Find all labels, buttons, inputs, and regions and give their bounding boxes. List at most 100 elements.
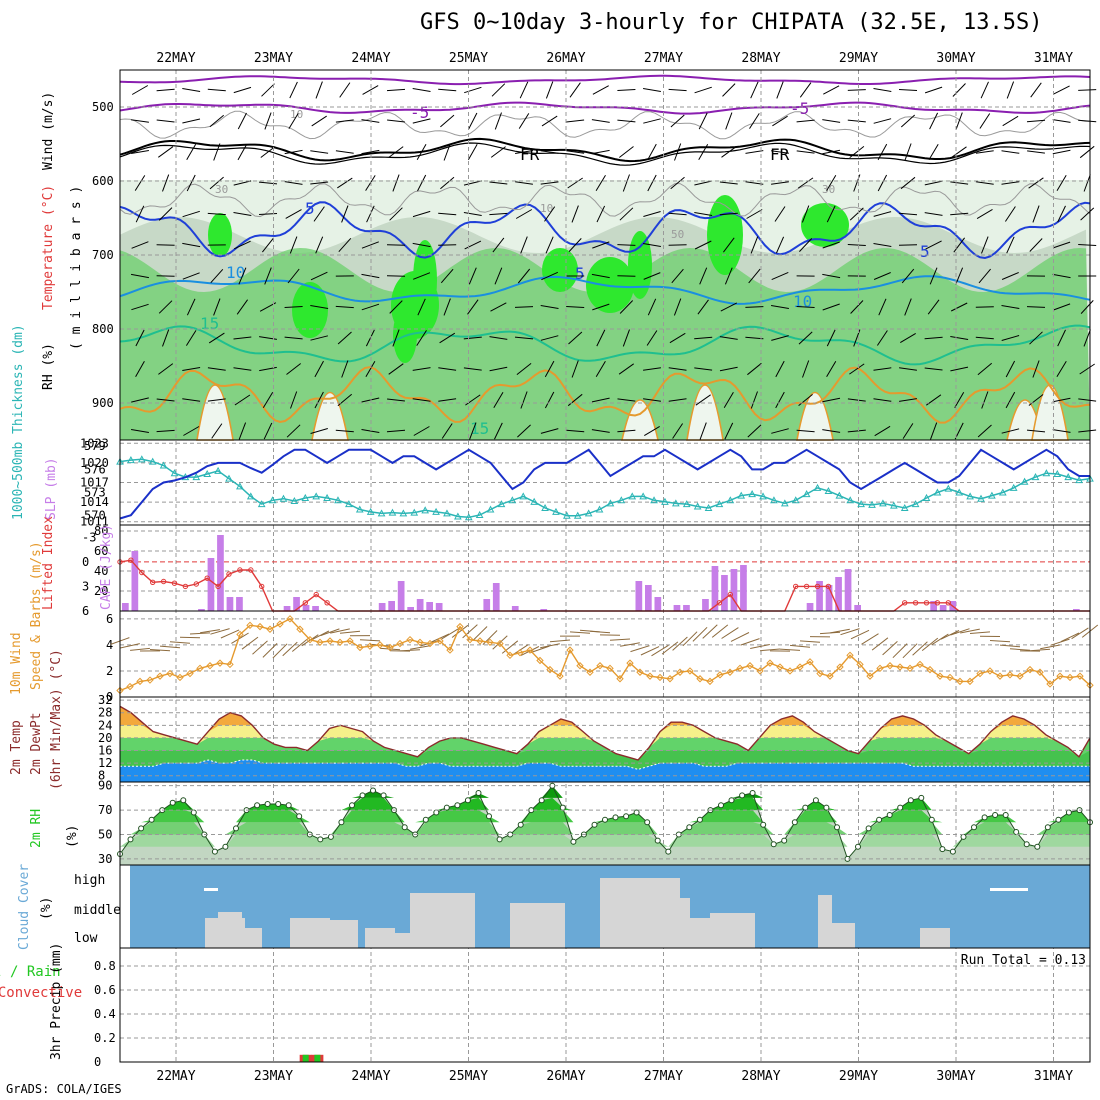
wind-barb-10m [789, 644, 811, 648]
cloud-low-block [232, 928, 262, 948]
rh-point [739, 792, 746, 799]
wind-barb [725, 112, 733, 130]
wind-barb [490, 302, 507, 312]
wind-barb [182, 242, 201, 248]
rh-point [211, 848, 218, 855]
wind-speed-point [616, 675, 624, 683]
wind-speed-point [426, 639, 434, 648]
wind-barb-10m [630, 645, 650, 653]
ylabel-rh2m-unit: (%) [65, 825, 80, 848]
wind-barb [924, 336, 943, 340]
wind-barb [540, 428, 559, 434]
cape-bar [435, 603, 443, 611]
wind-barb-10m [540, 643, 560, 649]
wind-speed-point [296, 625, 304, 633]
thickness-point [704, 503, 713, 511]
wind-barb [847, 244, 866, 246]
thickness-point [889, 501, 898, 509]
wind-barb [826, 329, 836, 347]
date-label-top: 31MAY [1034, 51, 1073, 66]
wind-barb [236, 299, 249, 315]
pressure-tick: 700 [92, 248, 114, 262]
wind-barb [801, 205, 810, 223]
thickness-point [584, 509, 593, 517]
wind-barb [951, 146, 967, 158]
cape-bar [683, 605, 690, 611]
wind-barb [544, 206, 556, 222]
cloud-low-block [365, 928, 395, 948]
wind-barb [720, 302, 738, 312]
thickness-point [813, 483, 822, 491]
temp-ylabels: 2m Temp [9, 720, 24, 775]
wind-barb-10m [892, 643, 908, 659]
wind-barb [850, 300, 864, 314]
wind-speed-point [596, 662, 604, 670]
wind-speed-point [196, 664, 204, 673]
wind-barb [745, 181, 764, 185]
wind-barb [182, 88, 201, 92]
date-label-bottom: 27MAY [644, 1069, 683, 1084]
date-label-bottom: 29MAY [839, 1069, 878, 1084]
wind-barb [131, 429, 149, 433]
wind-barb [643, 272, 661, 280]
thickness-point [454, 512, 462, 520]
wind-barb [898, 89, 918, 91]
thickness-point [900, 503, 909, 511]
wind-barb [877, 174, 888, 192]
thickness-point [857, 500, 865, 508]
wind-barb [238, 422, 247, 440]
thickness-point [1031, 473, 1040, 481]
thickness-point [388, 508, 397, 516]
wind-group: 6 4 2 0 [106, 612, 1099, 704]
wind-barb [979, 113, 991, 129]
temp-ylabels3: (6hr Min/Max) (°C) [49, 649, 64, 790]
cape-ylabels2: CAPE (J/kg) [99, 524, 114, 610]
wind-barb-10m [950, 628, 970, 636]
wind-barb [207, 212, 226, 216]
wind-barb [719, 181, 738, 185]
wind-barb [162, 174, 170, 192]
rh-point [370, 787, 376, 794]
ylabel-wind: Wind (m/s) [41, 92, 56, 170]
rh-point [138, 825, 145, 832]
wind-barb [131, 119, 149, 123]
wind-barb [489, 366, 508, 372]
wind-barb [899, 367, 917, 371]
wind-barb [1026, 119, 1046, 123]
li-point [313, 591, 319, 598]
wind-barb [975, 181, 994, 185]
wind-barb [647, 174, 657, 192]
wind-speed-point [456, 622, 464, 631]
wind-barb [826, 205, 836, 223]
wind-barb-10m [912, 641, 928, 656]
pressure-tick: 500 [92, 100, 114, 114]
li-point [128, 557, 134, 563]
wind-barb [186, 174, 196, 192]
contour-5 [119, 201, 1091, 260]
wind-barb [873, 88, 892, 92]
wind-barb [520, 391, 528, 409]
rh-tick: 90 [98, 779, 112, 793]
wind-barb [954, 422, 964, 440]
cape-bar [711, 566, 719, 611]
wind-speed-point [236, 630, 244, 639]
thickness-point [257, 500, 266, 508]
wind-barb [822, 397, 841, 403]
wind-barb [596, 205, 606, 223]
wind-barb [158, 146, 174, 158]
wind-barb [699, 422, 707, 440]
wind-barb [208, 332, 225, 344]
wind-barb [1006, 236, 1015, 254]
wind-barb [591, 119, 610, 123]
credit-text: GrADS: COLA/IGES [6, 1082, 122, 1096]
wind-barb [981, 391, 989, 409]
pressure-tick: 800 [92, 322, 114, 336]
wind-speed-point [376, 641, 384, 649]
thickness-point [345, 500, 353, 508]
wind-barb [697, 299, 709, 315]
rh-point [517, 821, 524, 828]
li-point [727, 591, 733, 598]
wind-speed-point [476, 637, 484, 645]
wind-barb [315, 81, 323, 99]
rh-point [1065, 809, 1072, 816]
